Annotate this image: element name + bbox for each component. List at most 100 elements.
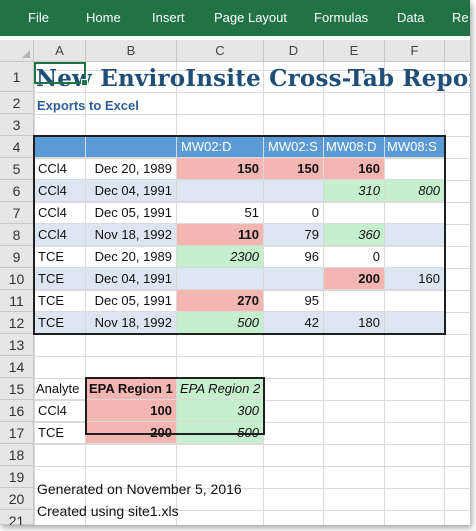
- column-header-c[interactable]: C: [177, 40, 264, 62]
- table-cell-value[interactable]: [324, 290, 385, 312]
- table-cell-value[interactable]: [385, 202, 445, 224]
- crosstab-header-mw08s[interactable]: MW08:S: [385, 136, 445, 158]
- table-cell-value[interactable]: [385, 290, 445, 312]
- table-cell-date[interactable]: Dec 04, 1991: [86, 180, 177, 202]
- table-cell-value[interactable]: 180: [324, 312, 385, 334]
- row-header[interactable]: 13: [0, 334, 34, 356]
- table-cell-value[interactable]: 0: [264, 202, 324, 224]
- row-header[interactable]: 20: [0, 488, 34, 510]
- crosstab-header-blank[interactable]: [86, 136, 177, 158]
- legend-cell-region2[interactable]: 500: [177, 422, 264, 444]
- row-header[interactable]: 9: [0, 246, 34, 268]
- legend-cell-region2[interactable]: 300: [177, 400, 264, 422]
- legend-header-region1[interactable]: EPA Region 1: [86, 378, 177, 400]
- tab-formulas[interactable]: Formulas: [314, 10, 369, 25]
- row-header[interactable]: 17: [0, 422, 34, 444]
- table-cell-value[interactable]: 42: [264, 312, 324, 334]
- table-cell-value[interactable]: 110: [177, 224, 264, 246]
- table-cell-value[interactable]: [177, 268, 264, 290]
- table-cell-analyte[interactable]: CCl4: [34, 202, 86, 224]
- table-cell-value[interactable]: [264, 180, 324, 202]
- table-cell-value[interactable]: 200: [324, 268, 385, 290]
- table-cell-value[interactable]: 160: [385, 268, 445, 290]
- row-header[interactable]: 5: [0, 158, 34, 180]
- legend-cell-analyte[interactable]: CCl4: [34, 400, 86, 422]
- column-header-f[interactable]: F: [385, 40, 445, 62]
- generated-note[interactable]: Generated on November 5, 2016: [37, 481, 242, 497]
- table-cell-analyte[interactable]: CCl4: [34, 224, 86, 246]
- table-cell-value[interactable]: 800: [385, 180, 445, 202]
- tab-data[interactable]: Data: [397, 10, 425, 25]
- table-cell-value[interactable]: 160: [324, 158, 385, 180]
- table-cell-value[interactable]: [385, 312, 445, 334]
- row-header[interactable]: 4: [0, 136, 34, 158]
- row-header[interactable]: 19: [0, 466, 34, 488]
- table-cell-date[interactable]: Dec 20, 1989: [86, 158, 177, 180]
- table-cell-value[interactable]: 270: [177, 290, 264, 312]
- row-header[interactable]: 16: [0, 400, 34, 422]
- table-cell-analyte[interactable]: TCE: [34, 312, 86, 334]
- table-cell-value[interactable]: [385, 246, 445, 268]
- row-header[interactable]: 8: [0, 224, 34, 246]
- table-cell-analyte[interactable]: CCl4: [34, 158, 86, 180]
- crosstab-header-blank[interactable]: [34, 136, 86, 158]
- report-subtitle[interactable]: Exports to Excel: [37, 98, 139, 113]
- select-all-button[interactable]: [0, 40, 34, 62]
- row-header[interactable]: 14: [0, 356, 34, 378]
- crosstab-header-mw02d[interactable]: MW02:D: [177, 136, 264, 158]
- tab-insert[interactable]: Insert: [152, 10, 185, 25]
- legend-cell-region1[interactable]: 100: [86, 400, 177, 422]
- row-header[interactable]: 11: [0, 290, 34, 312]
- table-cell-value[interactable]: 2300: [177, 246, 264, 268]
- column-header-b[interactable]: B: [86, 40, 177, 62]
- tab-review[interactable]: Re: [452, 10, 469, 25]
- table-cell-analyte[interactable]: TCE: [34, 268, 86, 290]
- column-header-d[interactable]: D: [264, 40, 324, 62]
- column-header-a[interactable]: A: [34, 40, 86, 62]
- crosstab-header-mw02s[interactable]: MW02:S: [264, 136, 324, 158]
- table-cell-value[interactable]: [385, 224, 445, 246]
- row-header[interactable]: 3: [0, 114, 34, 136]
- table-cell-value[interactable]: 79: [264, 224, 324, 246]
- legend-cell-region1[interactable]: 200: [86, 422, 177, 444]
- row-header[interactable]: 15: [0, 378, 34, 400]
- created-note[interactable]: Created using site1.xls: [37, 503, 179, 519]
- table-cell-value[interactable]: 51: [177, 202, 264, 224]
- table-cell-value[interactable]: 150: [264, 158, 324, 180]
- table-cell-analyte[interactable]: CCl4: [34, 180, 86, 202]
- table-cell-value[interactable]: 150: [177, 158, 264, 180]
- table-cell-date[interactable]: Nov 18, 1992: [86, 224, 177, 246]
- table-cell-date[interactable]: Dec 04, 1991: [86, 268, 177, 290]
- row-header[interactable]: 18: [0, 444, 34, 466]
- legend-cell-analyte[interactable]: TCE: [34, 422, 86, 444]
- crosstab-header-mw08d[interactable]: MW08:D: [324, 136, 385, 158]
- table-cell-value[interactable]: 360: [324, 224, 385, 246]
- table-cell-value[interactable]: 96: [264, 246, 324, 268]
- table-cell-value[interactable]: 0: [324, 246, 385, 268]
- tab-file[interactable]: File: [28, 10, 49, 25]
- column-header-e[interactable]: E: [324, 40, 385, 62]
- table-cell-value[interactable]: [264, 268, 324, 290]
- table-cell-value[interactable]: 500: [177, 312, 264, 334]
- table-cell-date[interactable]: Dec 05, 1991: [86, 202, 177, 224]
- table-cell-value[interactable]: [385, 158, 445, 180]
- table-cell-analyte[interactable]: TCE: [34, 246, 86, 268]
- row-header[interactable]: 21: [0, 510, 34, 525]
- tab-home[interactable]: Home: [86, 10, 121, 25]
- table-cell-date[interactable]: Nov 18, 1992: [86, 312, 177, 334]
- table-cell-value[interactable]: [324, 202, 385, 224]
- row-header[interactable]: 2: [0, 92, 34, 114]
- legend-header-analyte[interactable]: Analyte: [34, 378, 86, 400]
- row-header[interactable]: 6: [0, 180, 34, 202]
- table-cell-value[interactable]: [177, 180, 264, 202]
- table-cell-date[interactable]: Dec 20, 1989: [86, 246, 177, 268]
- tab-page-layout[interactable]: Page Layout: [214, 10, 288, 25]
- legend-header-region2[interactable]: EPA Region 2: [177, 378, 264, 400]
- report-title[interactable]: New EnviroInsite Cross-Tab Report: [36, 65, 470, 92]
- row-header[interactable]: 10: [0, 268, 34, 290]
- table-cell-analyte[interactable]: TCE: [34, 290, 86, 312]
- row-header[interactable]: 7: [0, 202, 34, 224]
- table-cell-value[interactable]: 95: [264, 290, 324, 312]
- row-header[interactable]: 1: [0, 62, 34, 92]
- table-cell-date[interactable]: Dec 05, 1991: [86, 290, 177, 312]
